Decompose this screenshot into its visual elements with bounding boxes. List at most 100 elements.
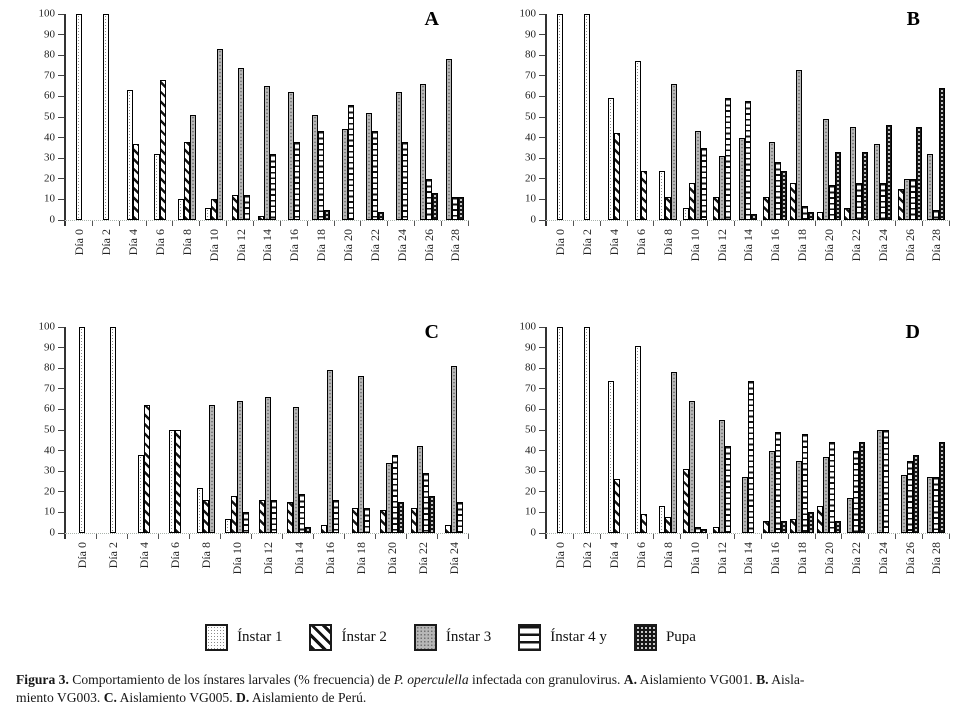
x-label-cell: Día 0 [547, 539, 574, 600]
x-label-cell: Día 6 [628, 539, 655, 600]
x-tick-label: Día 18 [795, 542, 810, 575]
x-label-cell: Día 6 [628, 226, 655, 287]
bar-i1 [224, 519, 231, 533]
bar-i3 [264, 86, 271, 220]
x-tick [654, 534, 682, 539]
x-tick-label: Día 12 [260, 542, 275, 575]
x-label-cell: Día 10 [221, 539, 252, 600]
x-label-cell: Día 16 [314, 539, 345, 600]
x-tick-label: Día 16 [287, 229, 302, 262]
x-label-cell: Día 2 [574, 226, 601, 287]
x-tick [361, 221, 389, 226]
x-tick [654, 221, 682, 226]
bar-pupa [458, 197, 465, 220]
x-tick-label: Día 4 [607, 542, 622, 569]
bar-i1 [109, 327, 116, 533]
chart-panel-d: D 0 10 20 30 40 50 60 70 80 90 100 Día 0 Día 2 Día 4… [509, 321, 950, 600]
y-tick-label: 100 [519, 320, 537, 333]
bar-i2 [664, 197, 671, 220]
bar-group [281, 14, 308, 220]
x-label-cell: Día 8 [654, 226, 681, 287]
caption-segment: P. operculella [393, 672, 469, 687]
bar-group [681, 327, 708, 533]
y-tick-label: 70 [525, 69, 536, 82]
bar-i3 [237, 68, 244, 220]
x-label-cell: Día 24 [869, 226, 896, 287]
bar-i3 [342, 129, 349, 220]
y-tick-label: 80 [44, 361, 55, 374]
y-tick-mark [58, 450, 64, 452]
bar-i4 [694, 527, 701, 533]
x-label-cell: Día 28 [923, 539, 950, 600]
bar-i2 [688, 183, 695, 220]
bar-i3 [670, 84, 677, 220]
y-tick-label: 50 [44, 110, 55, 123]
plot-area [64, 14, 469, 221]
y-tick-mark [539, 367, 545, 369]
x-label-cell: Día 28 [923, 226, 950, 287]
bar-i2 [817, 506, 824, 533]
bar-pupa [324, 210, 331, 220]
bar-i2 [614, 133, 621, 220]
bar-group [708, 14, 735, 220]
x-tick-label: Día 10 [687, 542, 702, 575]
x-tick [252, 534, 283, 539]
bar-i2 [143, 405, 150, 533]
bar-i4 [391, 455, 398, 533]
x-tick [789, 534, 816, 539]
x-tick-label: Día 12 [714, 542, 729, 575]
x-tick-label: Día 8 [198, 542, 213, 569]
x-tick [120, 221, 147, 226]
bar-i3 [823, 119, 830, 220]
caption-segment: C. [103, 689, 117, 705]
y-tick-label: 40 [525, 444, 536, 457]
bar-i4 [745, 101, 752, 220]
bar-i1 [137, 455, 144, 533]
x-tick-label: Día 0 [72, 229, 87, 256]
y-tick-mark [58, 95, 64, 97]
legend: Ínstar 1 Ínstar 2 Ínstar 3 Ínstar 4 y Pupa [0, 624, 901, 651]
x-tick [896, 534, 924, 539]
y-tick-label: 100 [38, 7, 56, 20]
x-tick-label: Día 16 [768, 229, 783, 262]
y-tick-label: 80 [525, 361, 536, 374]
bar-i2 [379, 510, 386, 533]
bar-i1 [608, 381, 615, 533]
bar-i2 [183, 142, 190, 220]
x-label-cell: Día 26 [896, 226, 923, 287]
bar-group [628, 327, 655, 533]
bar-i2 [231, 195, 238, 220]
x-label-cell: Día 20 [816, 539, 843, 600]
y-tick-mark [539, 75, 545, 77]
bar-i3 [688, 401, 695, 533]
bar-i2 [712, 197, 719, 220]
bar-i3 [416, 446, 423, 533]
x-label-cell: Día 22 [361, 226, 388, 287]
bar-i3 [873, 144, 880, 220]
bar-i3 [903, 179, 910, 220]
bar-i1 [682, 208, 689, 220]
x-tick [842, 221, 870, 226]
caption-segment: Aislamiento VG001. [637, 672, 757, 687]
x-axis-labels: Día 0 Día 2 Día 4 Día 6 Día 8 Día 10 Día 12 Día… [66, 226, 469, 287]
y-tick-label: 100 [519, 7, 537, 20]
x-tick [869, 221, 897, 226]
x-tick-label: Día 20 [384, 542, 399, 575]
bar-i2 [641, 514, 647, 533]
y-tick-label: 90 [525, 341, 536, 354]
x-tick-label: Día 0 [74, 542, 89, 569]
plot-wrap: Día 0 Día 2 Día 4 Día 6 Día 8 Día 10 Día 12 Día… [64, 327, 469, 600]
x-axis-ticks [545, 221, 950, 226]
x-tick [200, 221, 228, 226]
x-tick-label: Día 10 [687, 229, 702, 262]
x-tick [842, 534, 870, 539]
caption-segment: Aisla- [768, 672, 805, 687]
x-label-cell: Día 8 [190, 539, 221, 600]
y-tick-label: 90 [44, 341, 55, 354]
bar-i4 [882, 430, 889, 533]
bar-i3 [742, 477, 749, 533]
x-tick-label: Día 6 [634, 229, 648, 256]
bar-pupa [808, 212, 815, 220]
legend-swatch-i4 [518, 624, 542, 651]
bar-i4 [348, 105, 355, 220]
